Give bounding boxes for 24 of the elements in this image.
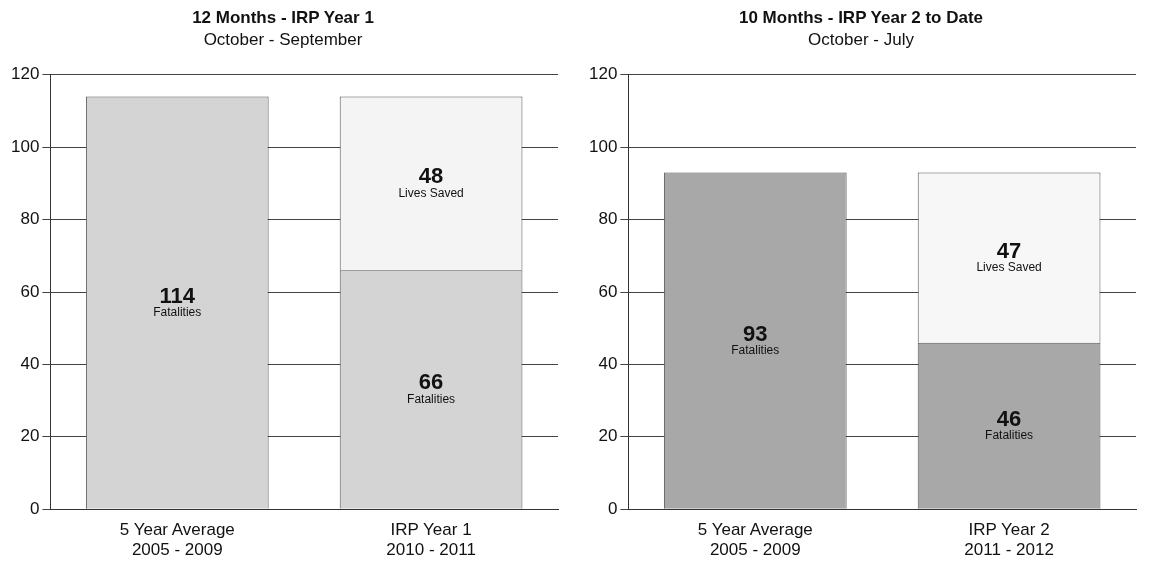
y-tick-label: 80 <box>20 209 40 229</box>
y-tick-label: 40 <box>20 354 40 374</box>
y-tick-label: 40 <box>598 354 618 374</box>
y-tick-label: 120 <box>10 64 40 84</box>
y-tick-label: 20 <box>20 426 40 446</box>
y-tick-label: 0 <box>29 498 40 518</box>
x-tick-label: 5 Year Average 2005 - 2009 <box>697 520 813 560</box>
chart-title: 12 Months - IRP Year 1 <box>192 7 374 27</box>
y-tick-label: 60 <box>20 281 40 301</box>
x-tick-label: IRP Year 1 2010 - 2011 <box>386 520 476 560</box>
y-tick-label: 120 <box>588 64 618 84</box>
chart-subtitle: October - September <box>203 30 363 50</box>
text: Fatalities <box>985 428 1034 442</box>
y-tick-label: 60 <box>598 281 618 301</box>
x-tick-label: IRP Year 2 2011 - 2012 <box>964 520 1054 560</box>
y-tick-label: 80 <box>598 209 618 229</box>
x-tick-label: 5 Year Average 2005 - 2009 <box>119 520 235 560</box>
y-tick-label: 0 <box>607 498 618 518</box>
y-tick-label: 20 <box>598 426 618 446</box>
data-label: 46 <box>996 405 1022 431</box>
y-tick-label: 100 <box>10 136 40 156</box>
chart-subtitle: October - July <box>808 30 915 50</box>
chart-title: 10 Months - IRP Year 2 to Date <box>738 7 984 27</box>
y-tick-label: 100 <box>588 136 618 156</box>
